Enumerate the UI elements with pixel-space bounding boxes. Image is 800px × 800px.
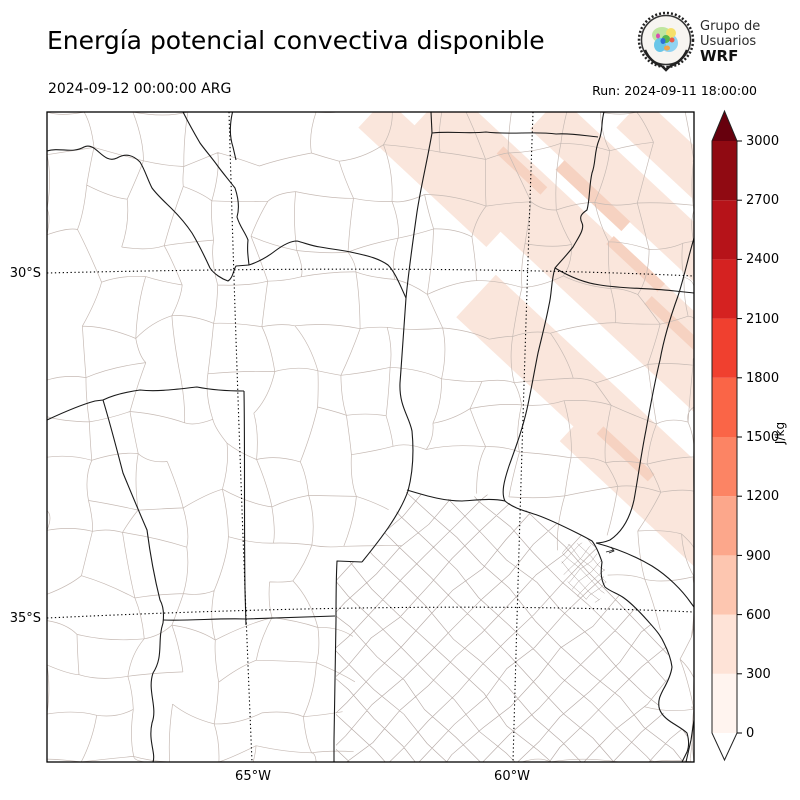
colorbar-seg-2100-2400 [712, 259, 737, 319]
border-sanjuan-west [47, 399, 104, 421]
map-frame [46, 111, 695, 763]
colorbar-seg-1800-2100 [712, 318, 737, 378]
colorbar-ticklabels: 0 300 600 900 1200 1500 1800 2100 2400 2… [746, 134, 779, 741]
ytick-35s: 35°S [10, 611, 41, 626]
cbar-tick-1800: 1800 [746, 371, 779, 386]
logo-line-3: WRF [700, 46, 739, 65]
cbar-tick-1200: 1200 [746, 489, 779, 504]
logo-serrated-ring [637, 11, 695, 69]
colorbar-tickmarks [737, 140, 742, 734]
xtick-65w: 65°W [235, 769, 271, 784]
border-uruguay-river [595, 237, 694, 544]
logo-satellite-blob [652, 27, 678, 52]
logo-line-1: Grupo de [700, 18, 761, 34]
border-buenosaires-north [406, 489, 506, 502]
border-mendoza-sanluis [102, 399, 165, 762]
logo-laurel [643, 49, 689, 72]
cbar-tick-600: 600 [746, 608, 771, 623]
city-arrow-marker [605, 546, 615, 554]
border-buenosaires-west [333, 560, 363, 762]
colorbar-under-arrow [712, 733, 737, 760]
colorbar-seg-300-600 [712, 614, 737, 674]
border-cordoba-north [248, 240, 407, 299]
cbar-tick-900: 900 [746, 549, 771, 564]
border-sanluis-cordoba [243, 390, 247, 626]
border-santiago-chaco [431, 131, 599, 138]
run-time-label: Run: 2024-09-11 18:00:00 [592, 83, 757, 98]
valid-time-label: 2024-09-12 00:00:00 ARG [48, 81, 232, 97]
wrf-logo: Grupo de Usuarios WRF [636, 10, 760, 72]
wrf-logo-text: Grupo de Usuarios WRF [700, 19, 760, 64]
cbar-tick-2400: 2400 [746, 252, 779, 267]
border-parana-river-coast [502, 112, 690, 762]
cbar-tick-0: 0 [746, 726, 754, 741]
graticule [46, 111, 695, 763]
colorbar-unit-label: J/kg [773, 422, 787, 445]
colorbar: 0 300 600 900 1200 1500 1800 2100 2400 2… [711, 109, 787, 762]
colorbar-over-arrow [712, 111, 737, 141]
cbar-tick-1500: 1500 [746, 430, 779, 445]
ytick-30s: 30°S [10, 266, 41, 281]
gridline-60w [512, 111, 534, 763]
wrf-logo-emblem [637, 11, 695, 72]
colorbar-seg-0-300 [712, 673, 737, 733]
figure-title: Energía potencial convectiva disponible [47, 26, 545, 55]
gridline-30s [46, 268, 695, 277]
cbar-tick-2700: 2700 [746, 193, 779, 208]
border-tucuman-east [229, 112, 237, 161]
colorbar-seg-600-900 [712, 555, 737, 615]
xtick-60w: 60°W [494, 769, 530, 784]
cape-shading-bands [358, 112, 694, 588]
province-borders [47, 112, 694, 762]
gridline-65w [228, 111, 253, 763]
border-lapampa-north [162, 615, 336, 621]
colorbar-segments [712, 141, 737, 733]
colorbar-seg-1200-1500 [712, 437, 737, 497]
cbar-tick-2100: 2100 [746, 312, 779, 327]
border-uruguay-coast [595, 542, 694, 608]
gridline-35s [46, 606, 695, 619]
colorbar-seg-1500-1800 [712, 377, 737, 437]
border-corrientes-entrerios [554, 267, 694, 294]
border-tucuman-west [182, 112, 250, 266]
buenos-aires-department-grid [336, 490, 687, 762]
border-cape-san-antonio [685, 719, 694, 762]
border-northwest [47, 145, 250, 282]
border-top-vertical [430, 112, 433, 134]
border-sanluis-north [102, 386, 245, 401]
logo-line-2: Usuarios [700, 33, 757, 49]
colorbar-seg-2400-2700 [712, 200, 737, 260]
colorbar-seg-900-1200 [712, 496, 737, 556]
colorbar-seg-2700-3000 [712, 141, 737, 201]
cbar-tick-300: 300 [746, 667, 771, 682]
cbar-tick-3000: 3000 [746, 134, 779, 149]
border-cordoba-santafe [361, 132, 433, 563]
